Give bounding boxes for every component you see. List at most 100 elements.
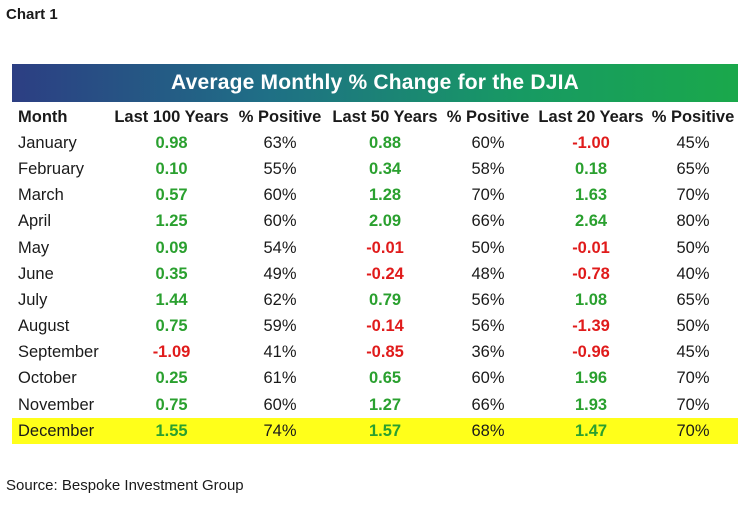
table-row-december: December 1.55 74% 1.57 68% 1.47 70% [12, 418, 738, 445]
djia-monthly-table: Month Last 100 Years % Positive Last 50 Yea… [12, 104, 738, 445]
cell-last-50-years: -0.01 [366, 238, 404, 257]
cell-last-20-years: 1.63 [574, 186, 608, 205]
cell-pct-positive-20: 40% [676, 264, 710, 283]
cell-last-100-years: 0.25 [155, 369, 188, 388]
cell-month: March [18, 186, 64, 205]
cell-month: September [18, 343, 99, 362]
cell-pct-positive-50: 66% [471, 395, 505, 414]
table-header-row: Month Last 100 Years % Positive Last 50 Yea… [12, 104, 738, 130]
column-header-last-100-years: Last 100 Years [114, 107, 229, 126]
cell-pct-positive-20: 45% [676, 343, 710, 362]
cell-last-100-years: -1.09 [152, 343, 191, 362]
table-row-july: July 1.44 62% 0.79 56% 1.08 65% [12, 287, 738, 313]
cell-pct-positive-50: 60% [471, 369, 505, 388]
cell-last-20-years: -1.00 [572, 133, 610, 152]
cell-pct-positive-50: 36% [471, 343, 505, 362]
cell-pct-positive-20: 80% [676, 212, 710, 231]
cell-pct-positive-50: 60% [471, 133, 505, 152]
cell-last-20-years: -1.39 [572, 317, 610, 336]
cell-last-50-years: -0.14 [366, 317, 404, 336]
cell-month: July [18, 290, 48, 309]
cell-pct-positive-100: 74% [232, 418, 328, 445]
cell-month: August [18, 317, 70, 336]
cell-pct-positive-50: 50% [471, 238, 505, 257]
cell-pct-positive-50: 70% [471, 186, 505, 205]
cell-month: November [18, 395, 95, 414]
cell-last-100-years: 0.75 [155, 317, 188, 336]
column-header-last-20-years: Last 20 Years [538, 107, 644, 126]
cell-pct-positive-50: 68% [442, 418, 534, 445]
cell-last-100-years: 0.75 [155, 395, 188, 414]
cell-pct-positive-100: 60% [263, 395, 297, 414]
cell-last-20-years: -0.96 [572, 343, 610, 362]
cell-pct-positive-50: 56% [471, 317, 505, 336]
table-title: Average Monthly % Change for the DJIA [170, 71, 579, 94]
cell-pct-positive-20: 45% [676, 133, 710, 152]
table-row-may: May 0.09 54% -0.01 50% -0.01 50% [12, 235, 738, 261]
cell-pct-positive-100: 60% [263, 212, 297, 231]
cell-pct-positive-100: 41% [263, 343, 297, 362]
cell-last-100-years: 0.35 [155, 264, 188, 283]
cell-pct-positive-50: 58% [471, 159, 505, 178]
cell-last-20-years: 1.08 [574, 290, 608, 309]
cell-last-100-years: 1.55 [111, 418, 232, 445]
cell-last-50-years: 0.34 [368, 159, 402, 178]
chart-label: Chart 1 [6, 6, 58, 23]
table-row-june: June 0.35 49% -0.24 48% -0.78 40% [12, 261, 738, 287]
cell-last-100-years: 1.44 [155, 290, 188, 309]
cell-pct-positive-20: 65% [676, 159, 710, 178]
table-row-november: November 0.75 60% 1.27 66% 1.93 70% [12, 392, 738, 418]
cell-last-50-years: 0.65 [368, 369, 402, 388]
cell-pct-positive-100: 63% [263, 133, 297, 152]
cell-pct-positive-50: 56% [471, 290, 505, 309]
cell-pct-positive-20: 50% [676, 238, 710, 257]
table-row-march: March 0.57 60% 1.28 70% 1.63 70% [12, 183, 738, 209]
cell-last-20-years: 1.96 [574, 369, 608, 388]
cell-last-100-years: 0.09 [155, 238, 188, 257]
cell-month: June [18, 264, 54, 283]
cell-last-50-years: -0.24 [366, 264, 404, 283]
column-header-last-50-years: Last 50 Years [332, 107, 438, 126]
cell-last-50-years: -0.85 [366, 343, 404, 362]
cell-month: April [18, 212, 52, 231]
cell-pct-positive-20: 65% [676, 290, 710, 309]
cell-pct-positive-50: 48% [471, 264, 505, 283]
cell-last-50-years: 0.79 [368, 290, 402, 309]
cell-pct-positive-100: 54% [263, 238, 297, 257]
cell-pct-positive-100: 62% [263, 290, 297, 309]
cell-pct-positive-20: 70% [648, 418, 738, 445]
column-header-pct-positive-20: % Positive [651, 107, 735, 126]
cell-last-20-years: 2.64 [574, 212, 608, 231]
table-row-september: September -1.09 41% -0.85 36% -0.96 45% [12, 340, 738, 366]
cell-month: May [18, 238, 50, 257]
cell-pct-positive-20: 70% [676, 395, 710, 414]
cell-month: December [12, 418, 111, 445]
source-note: Source: Bespoke Investment Group [6, 477, 244, 494]
cell-month: January [18, 133, 77, 152]
cell-last-50-years: 0.88 [368, 133, 402, 152]
table-row-january: January 0.98 63% 0.88 60% -1.00 45% [12, 130, 738, 156]
cell-pct-positive-20: 50% [676, 317, 710, 336]
table-row-february: February 0.10 55% 0.34 58% 0.18 65% [12, 156, 738, 182]
cell-pct-positive-100: 55% [263, 159, 297, 178]
table-row-october: October 0.25 61% 0.65 60% 1.96 70% [12, 366, 738, 392]
table-row-august: August 0.75 59% -0.14 56% -1.39 50% [12, 314, 738, 340]
cell-pct-positive-20: 70% [676, 186, 710, 205]
column-header-pct-positive-50: % Positive [446, 107, 530, 126]
cell-last-50-years: 1.28 [368, 186, 402, 205]
cell-last-20-years: -0.78 [572, 264, 610, 283]
table-title-banner: Average Monthly % Change for the DJIA [12, 64, 738, 102]
cell-last-20-years: 0.18 [574, 159, 608, 178]
cell-last-20-years: -0.01 [572, 238, 610, 257]
cell-pct-positive-100: 59% [263, 317, 297, 336]
cell-month: October [18, 369, 77, 388]
cell-pct-positive-100: 60% [263, 186, 297, 205]
cell-pct-positive-100: 49% [263, 264, 297, 283]
cell-last-20-years: 1.93 [574, 395, 608, 414]
table-row-april: April 1.25 60% 2.09 66% 2.64 80% [12, 209, 738, 235]
cell-last-100-years: 0.10 [155, 159, 188, 178]
cell-last-50-years: 1.57 [328, 418, 442, 445]
cell-pct-positive-100: 61% [263, 369, 297, 388]
cell-pct-positive-20: 70% [676, 369, 710, 388]
cell-last-100-years: 0.98 [155, 133, 188, 152]
